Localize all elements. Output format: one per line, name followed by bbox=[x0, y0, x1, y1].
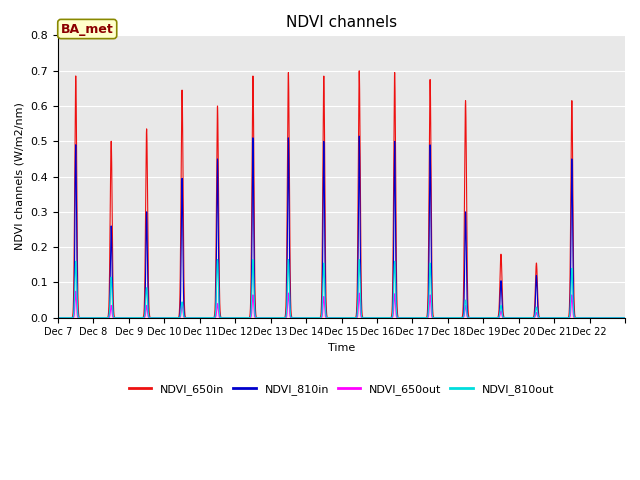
NDVI_650out bbox=[390, 308, 397, 313]
NDVI_810in bbox=[390, 249, 397, 254]
Title: NDVI channels: NDVI channels bbox=[286, 15, 397, 30]
NDVI_810in bbox=[54, 315, 62, 321]
Text: BA_met: BA_met bbox=[61, 23, 114, 36]
NDVI_650out bbox=[505, 315, 513, 321]
X-axis label: Time: Time bbox=[328, 343, 355, 353]
NDVI_650in bbox=[390, 181, 397, 187]
NDVI_650out bbox=[415, 315, 422, 321]
NDVI_810in bbox=[355, 133, 363, 139]
NDVI_810out bbox=[214, 257, 221, 263]
NDVI_650in bbox=[355, 68, 363, 73]
NDVI_650out bbox=[54, 315, 62, 321]
NDVI_810out bbox=[83, 315, 90, 321]
NDVI_810in bbox=[621, 315, 629, 321]
NDVI_650in bbox=[505, 315, 513, 321]
NDVI_650in bbox=[606, 315, 614, 321]
NDVI_650out bbox=[72, 288, 79, 294]
NDVI_810in bbox=[415, 315, 422, 321]
NDVI_810out bbox=[260, 315, 268, 321]
NDVI_810in bbox=[259, 315, 267, 321]
NDVI_810out bbox=[54, 315, 62, 321]
NDVI_650out bbox=[621, 315, 629, 321]
NDVI_650in bbox=[621, 315, 629, 321]
NDVI_650out bbox=[83, 315, 90, 321]
NDVI_650in bbox=[54, 315, 62, 321]
NDVI_650out bbox=[475, 315, 483, 321]
NDVI_810out bbox=[390, 288, 397, 294]
NDVI_810out bbox=[505, 315, 513, 321]
Line: NDVI_810in: NDVI_810in bbox=[58, 136, 625, 318]
Line: NDVI_650out: NDVI_650out bbox=[58, 291, 625, 318]
NDVI_810in bbox=[83, 315, 90, 321]
Line: NDVI_650in: NDVI_650in bbox=[58, 71, 625, 318]
NDVI_810in bbox=[475, 315, 483, 321]
NDVI_810out bbox=[475, 315, 483, 321]
NDVI_650in bbox=[415, 315, 422, 321]
Line: NDVI_810out: NDVI_810out bbox=[58, 260, 625, 318]
NDVI_810out bbox=[621, 315, 629, 321]
NDVI_650out bbox=[260, 315, 268, 321]
NDVI_810in bbox=[598, 315, 606, 321]
Y-axis label: NDVI channels (W/m2/nm): NDVI channels (W/m2/nm) bbox=[15, 103, 25, 251]
Legend: NDVI_650in, NDVI_810in, NDVI_650out, NDVI_810out: NDVI_650in, NDVI_810in, NDVI_650out, NDV… bbox=[125, 380, 558, 399]
NDVI_650out bbox=[595, 315, 603, 321]
NDVI_810out bbox=[602, 315, 610, 321]
NDVI_650in bbox=[475, 315, 483, 321]
NDVI_810out bbox=[415, 315, 422, 321]
NDVI_650in bbox=[259, 315, 267, 321]
NDVI_810in bbox=[505, 315, 513, 321]
NDVI_650in bbox=[83, 315, 90, 321]
